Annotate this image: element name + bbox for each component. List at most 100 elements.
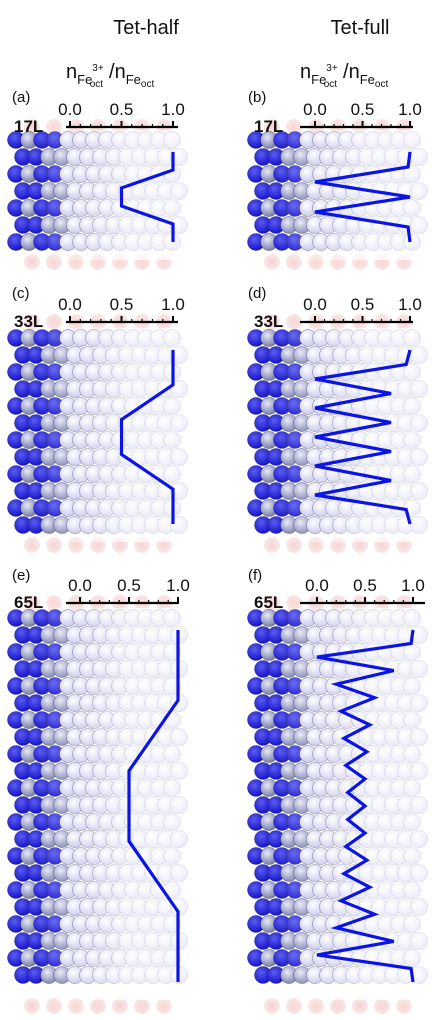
surface-bottom-atom: [90, 998, 106, 1014]
layer-count-label: 33L: [254, 312, 283, 331]
x-tick-label: 0.0: [305, 576, 329, 595]
fe3-ratio-profile-line: [314, 151, 412, 243]
x-tick-label: 0.5: [353, 576, 377, 595]
x-tick-label: 0.5: [117, 576, 141, 595]
ratio-n2: n: [349, 61, 360, 83]
surface-top-atom: [24, 119, 40, 135]
panel-label: (c): [12, 285, 30, 302]
surface-bottom-atom: [134, 998, 150, 1014]
x-tick-label: 1.0: [161, 295, 185, 314]
panel-label: (f): [248, 567, 262, 584]
surface-bottom-atom: [68, 998, 84, 1014]
atom-slab: [247, 119, 428, 270]
panels: 0.0 0.5 1.0 (a) 17L 0.0 0.5 1.0 (b) 17L 0.0 0.5 1.0 (…: [7, 89, 428, 1014]
surface-bottom-atom: [352, 998, 368, 1014]
panel-f: 0.0 0.5 1.0 (f) 65L: [247, 567, 428, 1014]
ratio-label-left: nFe3+ oct/nFeoct: [66, 61, 154, 90]
surface-top-atom: [24, 314, 40, 330]
ratio-text: nFe3+ oct/nFeoct: [300, 61, 388, 90]
panel-b: 0.0 0.5 1.0 (b) 17L: [247, 89, 428, 270]
x-tick-label: 1.0: [161, 100, 185, 119]
fade-overlay: [38, 328, 188, 542]
surface-bottom-atom: [156, 998, 172, 1014]
surface-bottom-atom: [286, 998, 302, 1014]
ratio-fe: Fe: [311, 72, 326, 87]
x-axis: 0.0 0.5 1.0: [58, 100, 185, 129]
layer-count-label: 17L: [254, 117, 283, 136]
fe3-ratio-profile-line: [119, 152, 175, 242]
column-title-tet-full: Tet-full: [331, 17, 390, 39]
x-tick-label: 1.0: [401, 576, 425, 595]
ratio-n2: n: [115, 61, 126, 83]
atom-slab: [7, 595, 188, 1014]
ratio-text: nFe3+ oct/nFeoct: [66, 61, 154, 90]
layer-count-label: 65L: [254, 593, 283, 612]
surface-bottom-atom: [24, 998, 40, 1014]
x-tick-label: 0.0: [303, 100, 327, 119]
surface-top-atom: [46, 595, 62, 611]
ratio-charge: 3+: [326, 63, 338, 74]
fe3-ratio-profile-line: [127, 630, 180, 982]
surface-bottom-atom: [24, 537, 40, 553]
x-tick-label: 0.5: [110, 295, 134, 314]
column-title-tet-half: Tet-half: [113, 17, 179, 39]
surface-top-atom: [264, 595, 280, 611]
ratio-n: n: [66, 61, 77, 83]
surface-top-atom: [264, 314, 280, 330]
panel-c: 0.0 0.5 1.0 (c) 33L: [7, 285, 188, 553]
panel-a: 0.0 0.5 1.0 (a) 17L: [7, 89, 188, 270]
surface-bottom-atom: [112, 998, 128, 1014]
fe3-ratio-profile-line: [316, 629, 415, 983]
ratio-fe: Fe: [77, 72, 92, 87]
ratio-oct2: oct: [141, 79, 155, 90]
x-tick-label: 0.0: [303, 295, 327, 314]
x-axis: 0.0 0.5 1.0: [66, 576, 190, 605]
x-tick-label: 0.5: [110, 100, 134, 119]
fade-overlay: [38, 130, 188, 260]
surface-bottom-atom: [264, 537, 280, 553]
fade-overlay: [38, 608, 188, 1000]
surface-top-atom: [46, 314, 62, 330]
panel-label: (a): [12, 89, 30, 106]
panel-label: (d): [248, 285, 266, 302]
ratio-n: n: [300, 61, 311, 83]
ratio-oct: oct: [324, 79, 338, 90]
layer-count-label: 33L: [14, 312, 43, 331]
x-tick-label: 1.0: [398, 295, 422, 314]
x-tick-label: 0.5: [351, 100, 375, 119]
surface-bottom-atom: [374, 998, 390, 1014]
x-tick-label: 1.0: [398, 100, 422, 119]
ratio-fe2: Fe: [126, 72, 141, 87]
surface-bottom-atom: [330, 998, 346, 1014]
surface-bottom-atom: [264, 254, 280, 270]
surface-top-atom: [24, 595, 40, 611]
surface-top-atom: [286, 314, 302, 330]
x-tick-label: 0.5: [351, 295, 375, 314]
surface-bottom-atom: [308, 998, 324, 1014]
ratio-charge: 3+: [92, 63, 104, 74]
panel-e: 0.0 0.5 1.0 (e) 65L: [7, 567, 190, 1014]
ratio-oct2: oct: [375, 79, 389, 90]
atom-slab: [7, 314, 188, 553]
fe3-ratio-profile-line: [119, 350, 175, 524]
x-axis: 0.0 0.5 1.0: [300, 576, 425, 605]
x-tick-label: 0.0: [58, 295, 82, 314]
x-tick-label: 0.0: [58, 100, 82, 119]
surface-top-atom: [264, 119, 280, 135]
x-axis: 0.0 0.5 1.0: [300, 100, 422, 129]
surface-bottom-atom: [396, 998, 412, 1014]
x-tick-label: 0.0: [68, 576, 92, 595]
ratio-label-right: nFe3+ oct/nFeoct: [300, 61, 388, 90]
panel-label: (b): [248, 89, 266, 106]
x-axis: 0.0 0.5 1.0: [300, 295, 422, 324]
atom-slab: [7, 119, 188, 270]
ratio-fe2: Fe: [360, 72, 375, 87]
surface-bottom-atom: [46, 998, 62, 1014]
surface-bottom-atom: [264, 998, 280, 1014]
surface-top-atom: [286, 595, 302, 611]
x-axis: 0.0 0.5 1.0: [58, 295, 185, 324]
ratio-oct: oct: [90, 79, 104, 90]
fade-overlay: [278, 608, 428, 1000]
fe3-ratio-profile-line: [314, 349, 412, 525]
